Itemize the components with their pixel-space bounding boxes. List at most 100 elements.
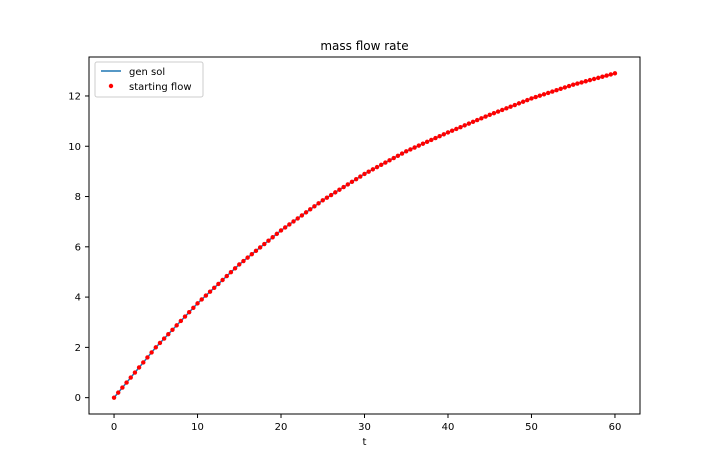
data-point-starting-flow [274,231,280,237]
plot-area [111,71,618,400]
data-point-starting-flow [491,110,497,116]
data-point-starting-flow [345,182,350,187]
data-point-starting-flow [291,219,296,224]
data-point-starting-flow [308,207,313,212]
data-point-starting-flow [186,309,192,315]
data-point-starting-flow [353,176,359,182]
data-point-starting-flow [374,164,380,170]
data-point-starting-flow [141,360,146,365]
data-point-starting-flow [207,289,213,294]
data-point-starting-flow [604,73,609,78]
data-point-starting-flow [320,198,325,203]
data-point-starting-flow [362,171,367,177]
data-point-starting-flow [562,85,568,90]
data-point-starting-flow [199,297,204,302]
data-point-starting-flow [195,301,200,306]
data-point-starting-flow [479,116,484,121]
data-point-starting-flow [512,102,517,108]
data-point-starting-flow [178,318,184,324]
legend-box [94,61,204,98]
data-point-starting-flow [111,395,117,400]
data-point-starting-flow [537,93,543,98]
data-point-starting-flow [257,245,263,250]
data-point-starting-flow [287,222,292,227]
x-tick-label: 60 [609,422,622,433]
legend: gen sol starting flow [94,61,204,98]
data-point-starting-flow [379,162,384,168]
data-point-starting-flow [483,114,488,119]
data-point-starting-flow [174,323,179,328]
data-point-starting-flow [262,241,267,247]
data-point-starting-flow [533,94,538,100]
data-point-starting-flow [591,76,597,82]
data-point-starting-flow [249,252,254,257]
y-tick-label: 12 [68,91,81,102]
data-point-starting-flow [458,124,463,130]
data-point-starting-flow [391,155,396,161]
data-point-starting-flow [328,192,334,198]
data-point-starting-flow [504,106,509,111]
data-point-starting-flow [408,147,413,152]
data-point-starting-flow [299,213,305,218]
data-point-starting-flow [416,143,421,148]
data-point-starting-flow [116,390,121,395]
data-point-starting-flow [270,235,275,240]
y-tick-label: 8 [75,192,81,203]
data-point-starting-flow [395,153,401,158]
data-point-starting-flow [245,255,250,260]
y-tick-label: 0 [75,393,81,404]
data-point-starting-flow [266,238,271,243]
y-tick-label: 10 [68,142,81,153]
data-point-starting-flow [550,89,555,94]
x-tick-label: 50 [525,422,538,433]
data-point-starting-flow [383,160,388,165]
data-point-starting-flow [191,305,196,310]
data-point-starting-flow [500,107,505,113]
data-point-starting-flow [399,151,405,156]
data-point-starting-flow [387,158,392,163]
data-point-starting-flow [583,79,588,84]
legend-marker-swatch [108,83,114,89]
data-point-starting-flow [475,117,480,123]
data-point-starting-flow [571,82,576,87]
data-point-starting-flow [466,121,472,126]
data-point-starting-flow [433,135,438,141]
data-point-starting-flow [212,285,217,290]
data-point-starting-flow [449,128,455,133]
chart-title: mass flow rate [320,39,408,53]
data-point-starting-flow [462,123,467,128]
data-point-starting-flow [203,293,209,298]
y-tick-label: 4 [75,293,81,304]
data-point-starting-flow [333,190,338,195]
x-axis-label: t [363,437,367,448]
data-point-starting-flow [303,210,309,215]
data-point-starting-flow [520,99,526,104]
data-point-starting-flow [437,133,442,139]
x-tick-label: 20 [275,422,288,433]
data-point-starting-flow [420,141,426,146]
data-point-starting-flow [149,350,154,355]
data-point-starting-flow [241,258,246,264]
data-point-starting-flow [541,92,547,97]
data-point-starting-flow [136,365,142,370]
legend-label-starting-flow: starting flow [129,82,192,93]
data-point-starting-flow [349,179,355,185]
data-point-starting-flow [366,169,371,174]
legend-label-gen-sol: gen sol [129,67,165,78]
data-point-starting-flow [495,109,501,114]
x-tick-label: 40 [442,422,455,433]
data-point-starting-flow [508,104,513,109]
data-point-starting-flow [558,86,563,92]
data-point-starting-flow [237,262,242,267]
y-tick-label: 6 [75,242,81,253]
data-point-starting-flow [124,380,129,385]
data-point-starting-flow [454,126,459,132]
data-point-starting-flow [228,270,234,275]
x-tick-label: 10 [191,422,204,433]
data-point-starting-flow [324,195,330,200]
data-point-starting-flow [166,331,171,337]
data-point-starting-flow [157,340,163,346]
x-tick-label: 30 [358,422,371,433]
data-point-starting-flow [600,74,605,79]
